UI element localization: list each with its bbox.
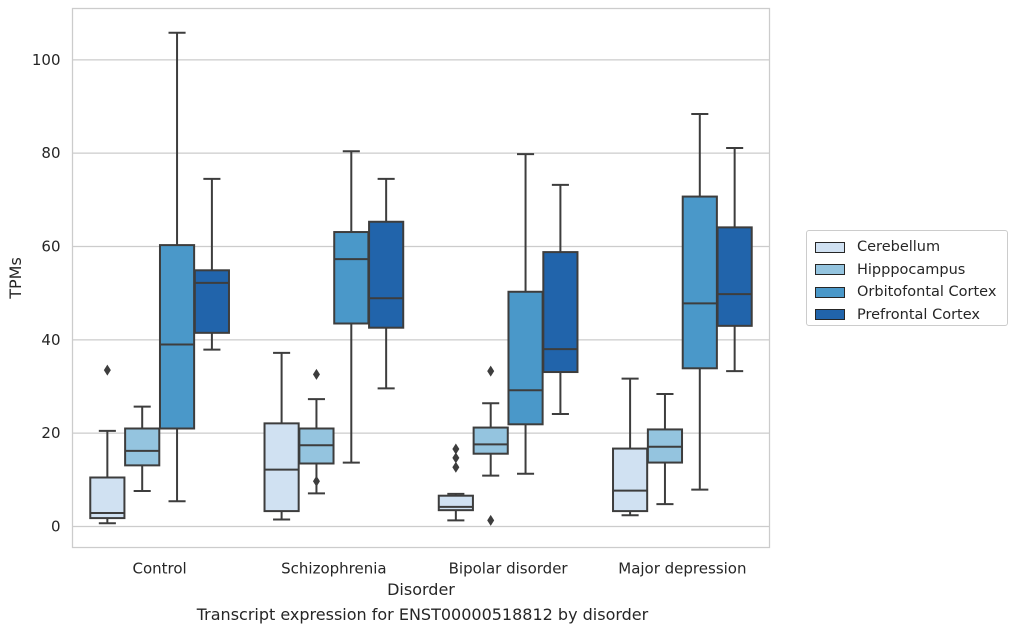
iqr-box [158,244,196,430]
box-group [472,365,509,526]
box-group [612,377,649,517]
outlier-point [487,365,495,377]
legend-item: Orbitofontal Cortex [815,281,999,304]
outlier-point [312,475,320,487]
x-tick-label: Control [133,560,187,578]
box-group [193,177,230,351]
y-tick-label: 20 [41,424,60,442]
y-tick-labels: 0 20 40 60 80 100 [32,51,61,536]
iqr-box [612,447,649,513]
y-tick-label: 80 [41,144,60,162]
outlier-point [487,514,495,526]
outlier-point [452,452,460,464]
x-tick-label: Bipolar disorder [449,560,569,578]
box-group [542,183,579,416]
x-tick-label: Major depression [618,560,746,578]
x-axis-title: Disorder [387,580,455,599]
y-axis-title: TPMs [6,257,25,300]
outlier-point [452,461,460,473]
box-group [89,364,126,525]
iqr-box [681,195,718,370]
outlier-point [312,368,320,380]
iqr-box [472,426,509,455]
box-group [263,351,300,521]
legend-swatch [815,241,845,253]
x-tick-labels: Control Schizophrenia Bipolar disorder Majo… [133,560,747,578]
legend: Cerebellum Hipppocampus Orbitofontal Corte… [806,230,1008,326]
iqr-box [507,290,544,426]
iqr-box [89,476,126,520]
iqr-box [263,422,300,513]
legend-label: Prefrontal Cortex [857,306,980,323]
iqr-box [716,226,753,327]
box-group [681,112,718,491]
iqr-box [437,494,474,512]
legend-item: Hipppocampus [815,259,999,282]
legend-swatch [815,309,845,321]
y-tick-label: 0 [51,518,61,536]
y-tick-label: 60 [41,238,60,256]
legend-swatch [815,286,845,298]
x-tick-label: Schizophrenia [281,560,386,578]
y-tick-label: 100 [32,51,61,69]
iqr-box [333,231,370,325]
box-group [298,368,335,495]
boxes [89,31,753,526]
box-group [124,405,161,493]
iqr-box [542,251,579,374]
legend-label: Hipppocampus [857,261,966,278]
box-group [716,147,753,373]
box-group [507,153,544,475]
y-tick-label: 40 [41,331,60,349]
legend-swatch [815,264,845,276]
legend-label: Orbitofontal Cortex [857,284,997,301]
iqr-box [368,220,405,329]
chart-caption: Transcript expression for ENST0000051881… [196,605,649,624]
iqr-box [193,269,230,334]
legend-item: Cerebellum [815,236,999,259]
box-group [368,177,405,390]
outlier-point [103,364,111,376]
outlier-point [452,443,460,455]
box-group [158,31,196,503]
iqr-box [124,427,161,467]
legend-label: Cerebellum [857,239,941,256]
box-group [437,443,474,522]
box-group [333,150,370,464]
legend-item: Prefrontal Cortex [815,304,999,327]
box-group [646,392,684,506]
plot-area-frame [71,7,771,549]
